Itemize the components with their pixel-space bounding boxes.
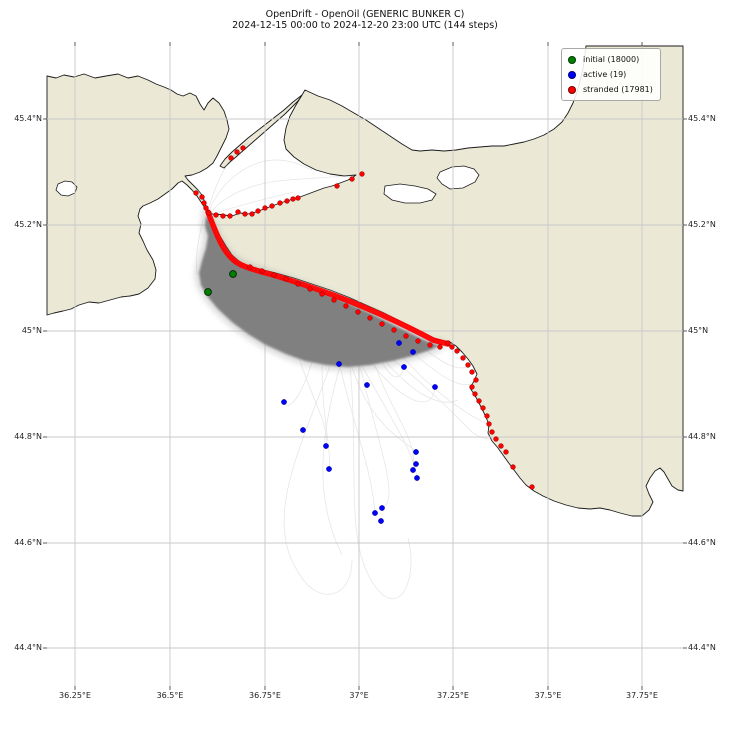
legend-item-active: active (19)	[568, 67, 653, 82]
x-tick-label-2: 36.75°E	[249, 691, 281, 700]
legend-item-initial: initial (18000)	[568, 52, 653, 67]
oil-slick-cloud	[199, 216, 445, 367]
x-tick-label-0: 36.25°E	[59, 691, 91, 700]
legend-label-active: active (19)	[583, 70, 627, 79]
y-tick-label-left-0: 45.4°N	[14, 114, 42, 123]
y-tick-label-right-2: 45°N	[688, 326, 709, 335]
lagoon-north	[436, 165, 480, 190]
x-tick-label-3: 37°E	[349, 691, 369, 700]
y-tick-label-right-5: 44.4°N	[688, 643, 716, 652]
y-tick-label-right-4: 44.6°N	[688, 538, 716, 547]
initial-particles	[204, 270, 237, 296]
stranded-particles	[193, 145, 535, 490]
y-tick-label-left-1: 45.2°N	[14, 220, 42, 229]
stranded-marker-icon	[568, 85, 576, 94]
land-crimea	[46, 73, 230, 316]
y-tick-label-right-3: 44.8°N	[688, 432, 716, 441]
active-marker-icon	[568, 70, 576, 79]
legend-label-stranded: stranded (17981)	[583, 85, 653, 94]
map-canvas	[43, 42, 687, 690]
lagoon-south	[383, 183, 437, 204]
initial-marker-icon	[568, 55, 576, 64]
x-tick-label-5: 37.5°E	[534, 691, 562, 700]
figure-title: OpenDrift - OpenOil (GENERIC BUNKER C)	[265, 9, 465, 20]
axis-ticks	[43, 42, 687, 690]
legend-label-initial: initial (18000)	[583, 55, 640, 64]
active-particles	[281, 340, 438, 524]
y-tick-label-left-4: 44.6°N	[14, 538, 42, 547]
x-tick-label-4: 37.25°E	[437, 691, 469, 700]
x-tick-label-6: 37.75°E	[626, 691, 658, 700]
y-tick-label-right-0: 45.4°N	[688, 114, 716, 123]
x-tick-label-1: 36.5°E	[156, 691, 184, 700]
y-tick-label-right-1: 45.2°N	[688, 220, 716, 229]
y-tick-label-left-2: 45°N	[21, 326, 42, 335]
y-tick-label-left-3: 44.8°N	[14, 432, 42, 441]
gridlines	[47, 46, 683, 686]
legend-item-stranded: stranded (17981)	[568, 82, 653, 97]
figure-subtitle: 2024-12-15 00:00 to 2024-12-20 23:00 UTC…	[232, 20, 498, 31]
legend-box: initial (18000) active (19) stranded (1798…	[561, 48, 661, 101]
y-tick-label-left-5: 44.4°N	[14, 643, 42, 652]
